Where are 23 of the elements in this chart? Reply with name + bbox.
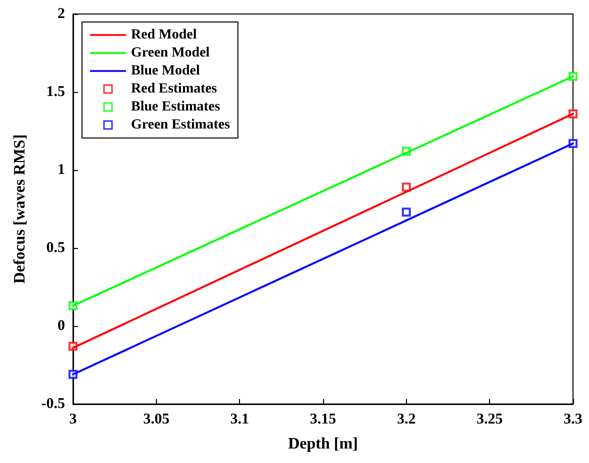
y-tick-label: 1.5 [46, 84, 65, 100]
x-tick-label: 3.15 [310, 412, 336, 428]
x-tick-label: 3.2 [396, 412, 416, 428]
x-tick-label: 3.1 [230, 412, 250, 428]
legend-label: Green Estimates [131, 118, 230, 132]
y-tick-label: -0.5 [41, 396, 65, 412]
y-tick-label: 0 [58, 318, 65, 334]
x-tick-label: 3.05 [143, 412, 170, 428]
x-tick-label: 3.25 [476, 412, 503, 428]
legend-label: Blue Estimates [131, 100, 221, 114]
legend-label: Green Model [131, 46, 210, 60]
legend-label: Red Model [131, 28, 197, 42]
point [402, 208, 411, 217]
x-tick-label: 3 [69, 412, 77, 428]
y-tick-label: 2 [58, 6, 65, 22]
y-tick-label: 1 [58, 162, 65, 178]
x-axis-title: Depth [m] [288, 436, 358, 452]
x-tick-label: 3.3 [564, 412, 582, 428]
legend-label: Red Estimates [131, 82, 218, 96]
legend-label: Blue Model [131, 64, 200, 78]
y-axis-title: Defocus [waves RMS] [12, 134, 28, 284]
point [402, 182, 411, 192]
y-tick-label: 0.5 [46, 240, 65, 256]
